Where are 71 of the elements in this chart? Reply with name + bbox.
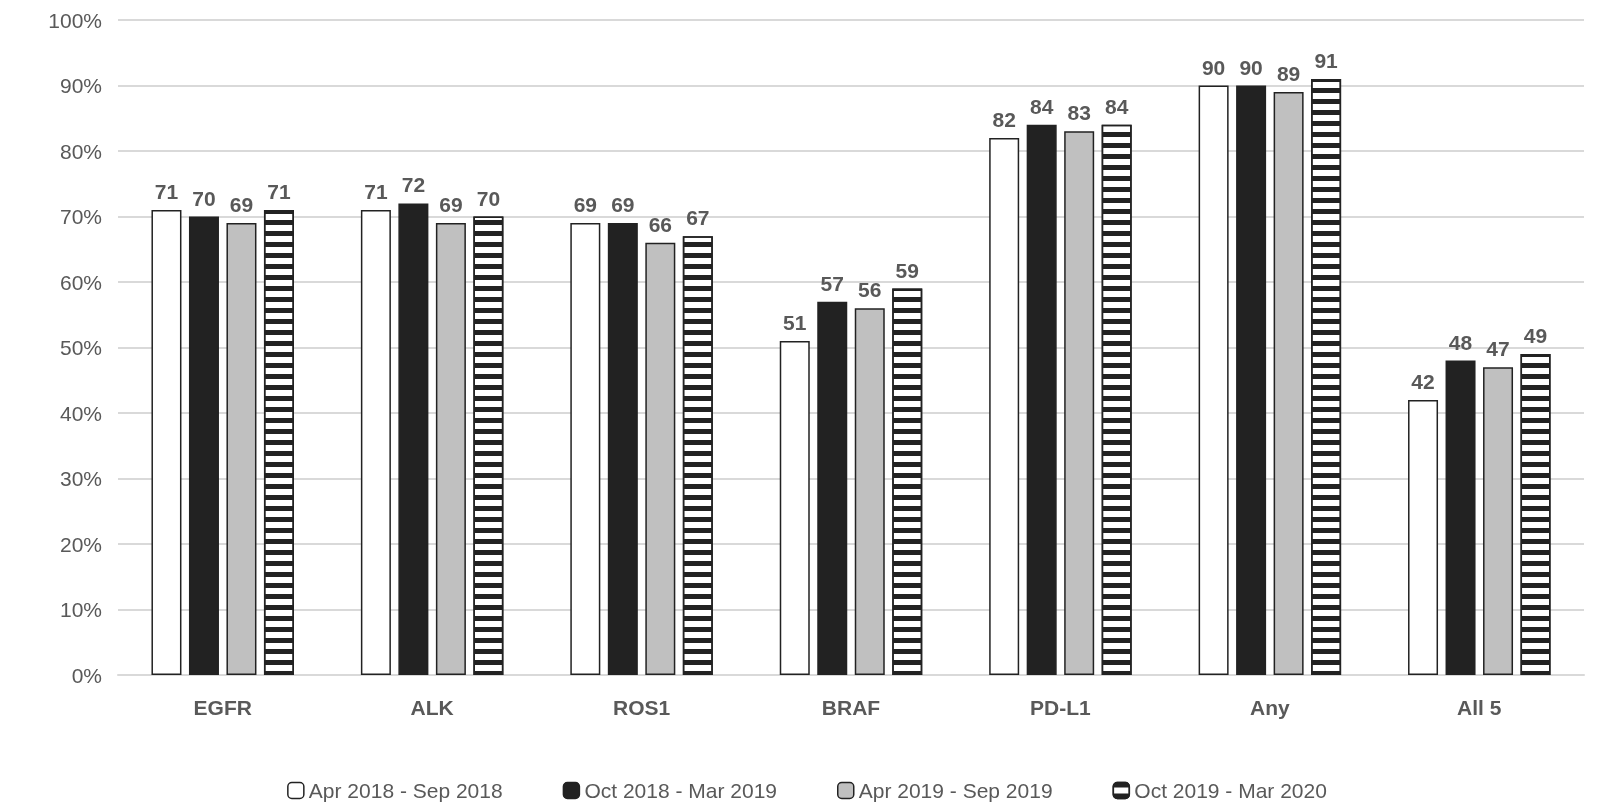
data-label: 82: [992, 107, 1016, 131]
data-label: 66: [648, 212, 672, 236]
data-label: 71: [267, 179, 291, 203]
data-label: 72: [401, 173, 426, 197]
bar: [1026, 124, 1057, 675]
bar: [226, 223, 257, 675]
bar: [1236, 85, 1267, 675]
data-label: 71: [364, 179, 388, 203]
x-tick-label: ALK: [410, 696, 454, 719]
y-tick-label: 30%: [59, 467, 102, 490]
x-tick-label: BRAF: [821, 696, 881, 719]
data-label: 83: [1067, 101, 1091, 125]
bar: [817, 301, 848, 675]
y-tick-label: 80%: [59, 139, 102, 163]
x-tick-label: All 5: [1457, 696, 1502, 719]
bar: [188, 216, 219, 675]
bar: [1445, 360, 1476, 675]
bar: [151, 209, 182, 675]
data-label: 84: [1030, 94, 1054, 118]
y-tick-label: 10%: [59, 598, 102, 621]
data-label: 91: [1314, 48, 1339, 72]
x-tick-label: EGFR: [193, 696, 252, 719]
legend-label: Apr 2018 - Sep 2018: [308, 779, 503, 802]
bar: [1198, 85, 1229, 675]
data-label: 71: [154, 179, 179, 203]
data-label: 70: [476, 186, 501, 210]
y-tick-label: 40%: [59, 401, 102, 425]
x-tick-label: PD-L1: [1030, 696, 1092, 719]
y-tick-label: 0%: [71, 663, 102, 687]
bar: [1483, 367, 1514, 675]
data-label: 57: [820, 271, 844, 295]
y-tick-label: 50%: [59, 336, 102, 359]
data-label: 42: [1411, 369, 1435, 393]
data-label: 47: [1486, 337, 1510, 361]
data-label: 51: [783, 310, 807, 334]
bar: [989, 137, 1020, 675]
data-label: 89: [1276, 62, 1301, 86]
data-label: 56: [858, 278, 882, 302]
data-label: 67: [686, 206, 710, 230]
x-tick-label: ROS1: [612, 696, 671, 719]
x-tick-label: Any: [1250, 696, 1291, 719]
data-label: 49: [1523, 324, 1548, 348]
y-tick-label: 60%: [59, 270, 102, 294]
data-label: 90: [1201, 55, 1226, 79]
data-label: 69: [573, 193, 597, 217]
legend-label: Oct 2018 - Mar 2019: [584, 779, 778, 802]
bar: [779, 340, 810, 675]
legend-label: Oct 2019 - Mar 2020: [1134, 779, 1327, 802]
bar: [1064, 131, 1095, 675]
bar: [645, 242, 676, 675]
bar: [1408, 399, 1439, 675]
bar: [570, 223, 601, 675]
data-label: 90: [1239, 55, 1263, 79]
data-label: 59: [895, 258, 919, 282]
y-tick-label: 20%: [59, 532, 102, 556]
data-label: 70: [192, 186, 216, 210]
data-label: 48: [1448, 330, 1473, 354]
y-tick-label: 70%: [59, 205, 102, 228]
legend-label: Apr 2019 - Sep 2019: [858, 779, 1053, 802]
bar: [360, 209, 391, 675]
bar: [435, 223, 466, 675]
bar: [1273, 92, 1304, 675]
data-label: 69: [439, 193, 463, 217]
data-label: 84: [1105, 94, 1129, 118]
y-tick-label: 100%: [48, 8, 102, 32]
y-tick-label: 90%: [59, 74, 102, 97]
data-label: 69: [229, 193, 254, 217]
bar: [854, 308, 885, 675]
data-label: 69: [611, 193, 635, 217]
bar: [398, 203, 429, 675]
bar: [607, 223, 638, 675]
